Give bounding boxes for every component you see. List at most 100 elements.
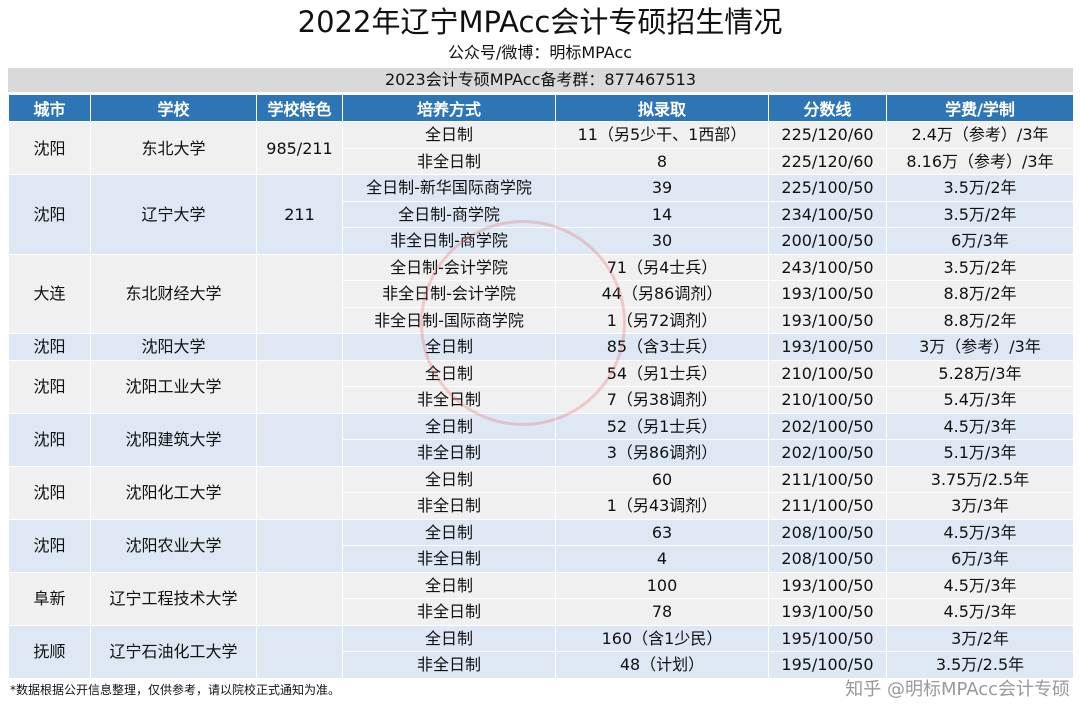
school-cell: 东北大学 bbox=[90, 121, 257, 175]
mode-cell: 非全日制 bbox=[342, 386, 556, 414]
table-row: 非全日制 8 225/120/60 8.16万（参考）/3年 bbox=[9, 147, 1074, 175]
feature-cell bbox=[256, 518, 343, 573]
table-row: 非全日制-国际商学院 1（另72调剂） 193/100/50 8.8万/2年 bbox=[9, 306, 1074, 334]
score-cell: 195/100/50 bbox=[768, 651, 887, 679]
footnote: *数据根据公开信息整理，仅供参考，请以院校正式通知为准。 bbox=[10, 683, 341, 697]
score-cell: 211/100/50 bbox=[768, 492, 887, 520]
score-cell: 243/100/50 bbox=[768, 253, 887, 281]
score-cell: 225/120/60 bbox=[768, 147, 887, 175]
mode-cell: 非全日制-会计学院 bbox=[342, 280, 556, 308]
tuition-cell: 2.4万（参考）/3年 bbox=[886, 121, 1074, 149]
score-cell: 202/100/50 bbox=[768, 439, 887, 467]
admissions-table: 城市 学校 学校特色 培养方式 拟录取 分数线 学费/学制 沈阳 东北大学 985/… bbox=[8, 94, 1074, 679]
tuition-cell: 3.5万/2年 bbox=[886, 253, 1074, 281]
mode-cell: 非全日制-国际商学院 bbox=[342, 306, 556, 334]
city-cell: 大连 bbox=[8, 253, 91, 334]
score-cell: 225/100/50 bbox=[768, 174, 887, 202]
score-cell: 208/100/50 bbox=[768, 545, 887, 573]
feature-cell: 985/211 bbox=[256, 121, 343, 175]
mode-cell: 全日制 bbox=[342, 571, 556, 599]
score-cell: 202/100/50 bbox=[768, 412, 887, 440]
score-cell: 193/100/50 bbox=[768, 280, 887, 308]
admitted-cell: 39 bbox=[555, 174, 769, 202]
feature-cell bbox=[256, 624, 343, 679]
col-header-admitted: 拟录取 bbox=[555, 94, 769, 122]
col-header-school: 学校 bbox=[90, 94, 257, 122]
col-header-score: 分数线 bbox=[768, 94, 887, 122]
mode-cell: 全日制 bbox=[342, 359, 556, 387]
mode-cell: 非全日制 bbox=[342, 147, 556, 175]
school-cell: 沈阳农业大学 bbox=[90, 518, 257, 573]
admitted-cell: 30 bbox=[555, 227, 769, 255]
school-cell: 辽宁工程技术大学 bbox=[90, 571, 257, 626]
score-cell: 210/100/50 bbox=[768, 359, 887, 387]
admitted-cell: 11（另5少干、1西部） bbox=[555, 121, 769, 149]
score-cell: 225/120/60 bbox=[768, 121, 887, 149]
admitted-cell: 4 bbox=[555, 545, 769, 573]
mode-cell: 全日制 bbox=[342, 465, 556, 493]
city-cell: 沈阳 bbox=[8, 518, 91, 573]
tuition-cell: 3万/3年 bbox=[886, 492, 1074, 520]
score-cell: 193/100/50 bbox=[768, 333, 887, 361]
table-row: 沈阳 辽宁大学 211 全日制-新华国际商学院 39 225/100/50 3.5万/2年 bbox=[8, 174, 1074, 255]
table-row: 沈阳 沈阳大学 全日制 85（含3士兵） 193/100/50 3万（参考）/3年 bbox=[8, 333, 1074, 361]
mode-cell: 全日制-新华国际商学院 bbox=[342, 174, 556, 202]
feature-cell bbox=[256, 359, 343, 414]
admitted-cell: 60 bbox=[555, 465, 769, 493]
mode-cell: 非全日制 bbox=[342, 651, 556, 679]
tuition-cell: 3万/2年 bbox=[886, 624, 1074, 652]
table-row: 非全日制 7（另38调剂） 210/100/50 5.4万/3年 bbox=[9, 386, 1074, 414]
tuition-cell: 8.16万（参考）/3年 bbox=[886, 147, 1074, 175]
col-header-tuition: 学费/学制 bbox=[886, 94, 1074, 122]
mode-cell: 非全日制 bbox=[342, 439, 556, 467]
city-cell: 阜新 bbox=[8, 571, 91, 626]
admitted-cell: 100 bbox=[555, 571, 769, 599]
school-cell: 沈阳工业大学 bbox=[90, 359, 257, 414]
subtitle: 公众号/微博：明标MPAcc bbox=[447, 43, 633, 62]
table-row: 抚顺 辽宁石油化工大学 全日制 160（含1少民） 195/100/50 3万/2年 bbox=[8, 624, 1074, 679]
admitted-cell: 48（计划） bbox=[555, 651, 769, 679]
tuition-cell: 3.5万/2.5年 bbox=[886, 651, 1074, 679]
mode-cell: 全日制 bbox=[342, 624, 556, 652]
mode-cell: 全日制 bbox=[342, 518, 556, 546]
admitted-cell: 7（另38调剂） bbox=[555, 386, 769, 414]
admitted-cell: 1（另43调剂） bbox=[555, 492, 769, 520]
city-cell: 沈阳 bbox=[8, 121, 91, 175]
admitted-cell: 8 bbox=[555, 147, 769, 175]
admitted-cell: 3（另86调剂） bbox=[555, 439, 769, 467]
city-cell: 抚顺 bbox=[8, 624, 91, 679]
feature-cell bbox=[256, 253, 343, 334]
mode-cell: 非全日制 bbox=[342, 492, 556, 520]
admitted-cell: 160（含1少民） bbox=[555, 624, 769, 652]
tuition-cell: 8.8万/2年 bbox=[886, 306, 1074, 334]
tuition-cell: 4.5万/3年 bbox=[886, 412, 1074, 440]
mode-cell: 全日制 bbox=[342, 412, 556, 440]
table-row: 非全日制 1（另43调剂） 211/100/50 3万/3年 bbox=[9, 492, 1074, 520]
admitted-cell: 44（另86调剂） bbox=[555, 280, 769, 308]
tuition-cell: 6万/3年 bbox=[886, 545, 1074, 573]
score-cell: 208/100/50 bbox=[768, 518, 887, 546]
admitted-cell: 85（含3士兵） bbox=[555, 333, 769, 361]
tuition-cell: 3.75万/2.5年 bbox=[886, 465, 1074, 493]
page-title: 2022年辽宁MPAcc会计专硕招生情况 bbox=[297, 5, 783, 39]
score-cell: 193/100/50 bbox=[768, 571, 887, 599]
city-cell: 沈阳 bbox=[8, 359, 91, 414]
table-row: 全日制-商学院 14 234/100/50 3.5万/2年 bbox=[9, 200, 1074, 228]
city-cell: 沈阳 bbox=[8, 333, 91, 361]
school-cell: 东北财经大学 bbox=[90, 253, 257, 334]
feature-cell bbox=[256, 571, 343, 626]
school-cell: 沈阳建筑大学 bbox=[90, 412, 257, 467]
tuition-cell: 4.5万/3年 bbox=[886, 598, 1074, 626]
tuition-cell: 3.5万/2年 bbox=[886, 174, 1074, 202]
table-row: 沈阳 东北大学 985/211 全日制 11（另5少干、1西部） 225/120/60 2.… bbox=[8, 121, 1074, 175]
school-cell: 沈阳大学 bbox=[90, 333, 257, 361]
tuition-cell: 4.5万/3年 bbox=[886, 571, 1074, 599]
score-cell: 193/100/50 bbox=[768, 598, 887, 626]
score-cell: 195/100/50 bbox=[768, 624, 887, 652]
school-cell: 辽宁石油化工大学 bbox=[90, 624, 257, 679]
tuition-cell: 5.1万/3年 bbox=[886, 439, 1074, 467]
admitted-cell: 54（另1士兵） bbox=[555, 359, 769, 387]
mode-cell: 非全日制 bbox=[342, 598, 556, 626]
city-cell: 沈阳 bbox=[8, 465, 91, 520]
tuition-cell: 5.4万/3年 bbox=[886, 386, 1074, 414]
